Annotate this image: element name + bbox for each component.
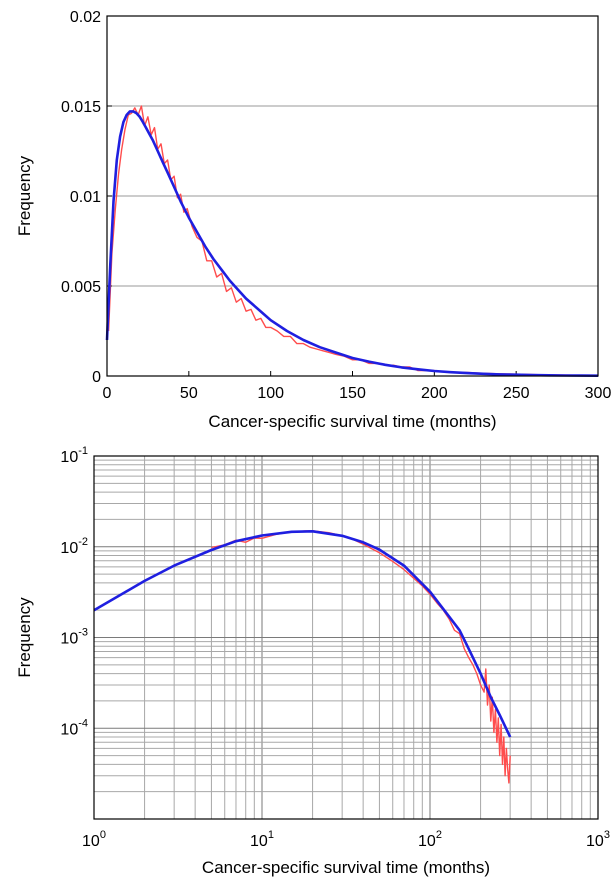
top-x-tick-label: 0 bbox=[103, 385, 112, 402]
bottom-x-tick-label: 102 bbox=[418, 829, 442, 850]
top-y-tick-label: 0 bbox=[92, 369, 101, 386]
chart-bottom: Cancer-specific survival time (months) F… bbox=[15, 445, 610, 877]
bottom-y-tick-label: 10-4 bbox=[60, 717, 88, 738]
bottom-x-axis-label: Cancer-specific survival time (months) bbox=[202, 858, 490, 877]
bottom-y-tick-label: 10-3 bbox=[60, 627, 88, 648]
top-x-tick-label: 50 bbox=[180, 385, 198, 402]
bottom-y-tick-label: 10-1 bbox=[60, 445, 88, 466]
bottom-y-axis-label: Frequency bbox=[15, 597, 34, 678]
top-x-axis-label: Cancer-specific survival time (months) bbox=[208, 412, 496, 431]
top-series-empirical bbox=[107, 105, 599, 377]
bottom-y-tick-label: 10-2 bbox=[60, 536, 88, 557]
bottom-x-tick-label: 100 bbox=[82, 829, 106, 850]
top-y-tick-label: 0.01 bbox=[70, 189, 101, 206]
top-series-fit bbox=[105, 110, 599, 377]
top-y-tick-label: 0.015 bbox=[61, 99, 101, 116]
top-x-tick-label: 100 bbox=[257, 385, 284, 402]
top-x-tick-label: 250 bbox=[503, 385, 530, 402]
chart-top: Cancer-specific survival time (months) F… bbox=[15, 9, 611, 431]
top-y-tick-label: 0.02 bbox=[70, 9, 101, 26]
top-x-tick-label: 300 bbox=[585, 385, 612, 402]
top-x-tick-label: 200 bbox=[421, 385, 448, 402]
bottom-x-tick-label: 101 bbox=[250, 829, 274, 850]
bottom-series-empirical bbox=[211, 530, 511, 784]
top-plot-frame bbox=[106, 15, 599, 377]
top-x-tick-label: 150 bbox=[339, 385, 366, 402]
bottom-x-tick-label: 103 bbox=[586, 829, 610, 850]
top-y-tick-label: 0.005 bbox=[61, 279, 101, 296]
bottom-series-fit bbox=[93, 530, 512, 738]
bottom-plot-frame bbox=[93, 455, 599, 820]
top-y-axis-label: Frequency bbox=[15, 155, 34, 236]
